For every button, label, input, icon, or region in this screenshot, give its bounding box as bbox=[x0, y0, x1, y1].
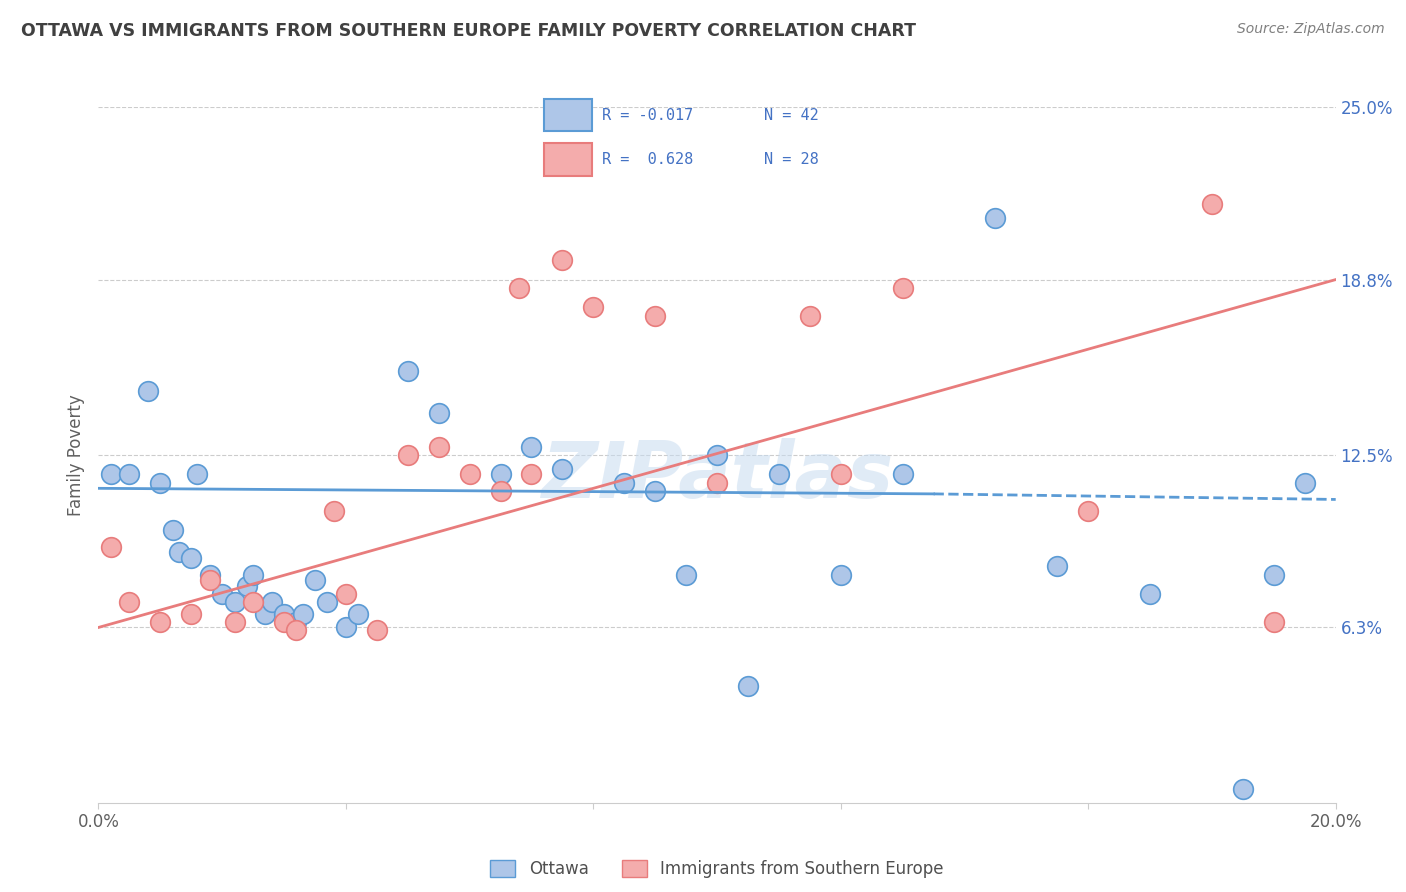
Bar bbox=[544, 99, 592, 131]
Point bbox=[1077, 503, 1099, 517]
Text: OTTAWA VS IMMIGRANTS FROM SOUTHERN EUROPE FAMILY POVERTY CORRELATION CHART: OTTAWA VS IMMIGRANTS FROM SOUTHERN EUROP… bbox=[21, 22, 917, 40]
Point bbox=[1201, 197, 1223, 211]
Point bbox=[100, 467, 122, 482]
Point bbox=[768, 467, 790, 482]
Point bbox=[551, 462, 574, 476]
Point bbox=[396, 448, 419, 462]
Point bbox=[675, 567, 697, 582]
Point bbox=[285, 624, 308, 638]
Point bbox=[304, 573, 326, 587]
Point bbox=[489, 484, 512, 499]
Point bbox=[1232, 781, 1254, 796]
Point bbox=[458, 467, 481, 482]
Point bbox=[224, 615, 246, 629]
Point bbox=[149, 615, 172, 629]
Point bbox=[984, 211, 1007, 226]
Text: R =  0.628: R = 0.628 bbox=[602, 152, 693, 167]
Point bbox=[347, 607, 370, 621]
Text: N = 42: N = 42 bbox=[763, 108, 818, 123]
Text: R = -0.017: R = -0.017 bbox=[602, 108, 693, 123]
Point bbox=[167, 545, 190, 559]
Point bbox=[118, 467, 141, 482]
Point bbox=[613, 475, 636, 490]
Point bbox=[198, 567, 221, 582]
Point bbox=[260, 595, 283, 609]
Point bbox=[285, 615, 308, 629]
Point bbox=[118, 595, 141, 609]
Point bbox=[644, 309, 666, 323]
Point bbox=[706, 448, 728, 462]
Text: Source: ZipAtlas.com: Source: ZipAtlas.com bbox=[1237, 22, 1385, 37]
Point bbox=[706, 475, 728, 490]
Text: N = 28: N = 28 bbox=[763, 152, 818, 167]
Point bbox=[520, 467, 543, 482]
Point bbox=[180, 607, 202, 621]
Point bbox=[427, 406, 450, 420]
Point bbox=[1263, 615, 1285, 629]
Point bbox=[335, 587, 357, 601]
Point bbox=[316, 595, 339, 609]
Point bbox=[254, 607, 277, 621]
Point bbox=[224, 595, 246, 609]
Point bbox=[273, 615, 295, 629]
Point bbox=[198, 573, 221, 587]
Point bbox=[149, 475, 172, 490]
Point bbox=[273, 607, 295, 621]
Point bbox=[100, 540, 122, 554]
Point bbox=[322, 503, 344, 517]
Point bbox=[211, 587, 233, 601]
Point bbox=[830, 567, 852, 582]
Y-axis label: Family Poverty: Family Poverty bbox=[66, 394, 84, 516]
Point bbox=[291, 607, 314, 621]
Point bbox=[582, 301, 605, 315]
Point bbox=[1294, 475, 1316, 490]
Point bbox=[891, 467, 914, 482]
Point bbox=[891, 281, 914, 295]
Legend: Ottawa, Immigrants from Southern Europe: Ottawa, Immigrants from Southern Europe bbox=[484, 854, 950, 885]
Point bbox=[162, 523, 184, 537]
Text: ZIPatlas: ZIPatlas bbox=[541, 438, 893, 514]
Point bbox=[489, 467, 512, 482]
Point bbox=[737, 679, 759, 693]
Point bbox=[427, 440, 450, 454]
Point bbox=[186, 467, 208, 482]
Point bbox=[396, 364, 419, 378]
Point bbox=[508, 281, 530, 295]
Point bbox=[1263, 567, 1285, 582]
Point bbox=[551, 253, 574, 268]
Point bbox=[799, 309, 821, 323]
Point bbox=[830, 467, 852, 482]
Point bbox=[335, 620, 357, 634]
Point bbox=[242, 567, 264, 582]
Bar bbox=[544, 143, 592, 176]
Point bbox=[366, 624, 388, 638]
Point bbox=[242, 595, 264, 609]
Point bbox=[180, 550, 202, 565]
Point bbox=[1139, 587, 1161, 601]
Point bbox=[136, 384, 159, 398]
Point bbox=[922, 72, 945, 87]
Point bbox=[520, 440, 543, 454]
Point bbox=[644, 484, 666, 499]
Point bbox=[1046, 559, 1069, 574]
Point bbox=[236, 579, 259, 593]
